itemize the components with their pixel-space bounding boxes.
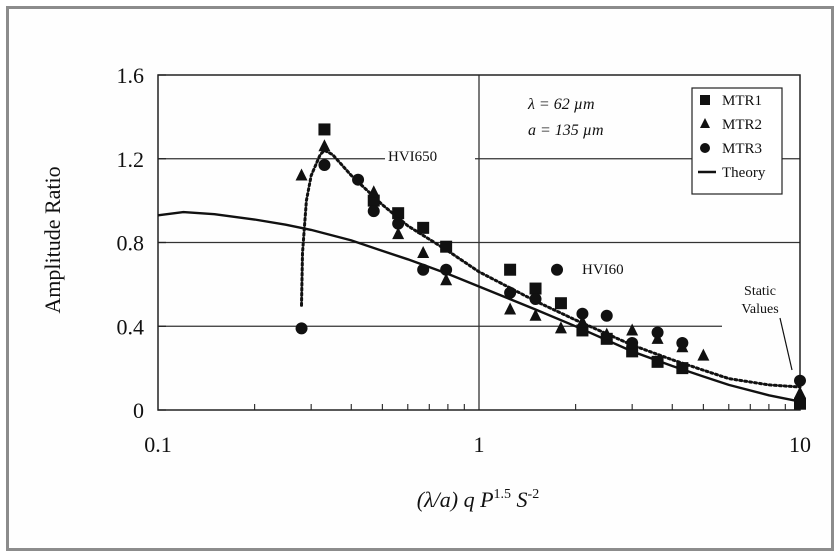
mtr2-point <box>392 227 405 240</box>
y-tick-label: 1.2 <box>117 147 145 172</box>
mtr3-point <box>352 173 365 186</box>
y-tick-label: 0 <box>133 398 144 423</box>
y-axis-label: Amplitude Ratio <box>40 166 65 313</box>
mtr3-point <box>600 309 613 322</box>
y-tick-label: 0.8 <box>117 231 145 256</box>
mtr3-point <box>417 263 430 276</box>
legend-marker-mtr2 <box>700 118 710 128</box>
mtr2-point <box>529 308 542 321</box>
mtr2-point <box>440 273 453 286</box>
y-tick-label: 1.6 <box>117 63 145 88</box>
reference-label-hvi650: HVI650 <box>388 149 437 165</box>
mtr2-point <box>367 185 380 198</box>
legend-marker-mtr3 <box>700 143 710 153</box>
data-points <box>295 123 806 410</box>
fit-curve-dotted <box>300 148 802 389</box>
mtr3-point <box>676 337 689 349</box>
param-a: a = 135 µm <box>528 122 604 139</box>
mtr2-point <box>576 315 589 328</box>
legend-label-mtr1: MTR1 <box>722 93 762 109</box>
param-lambda: λ = 62 µm <box>527 96 595 113</box>
mtr1-point <box>676 362 689 375</box>
y-tick-label: 0.4 <box>117 314 145 339</box>
annotation-static-values-pointer <box>779 317 793 371</box>
mtr1-point <box>794 397 806 410</box>
mtr2-point <box>295 168 308 181</box>
legend-marker-mtr1 <box>700 95 710 105</box>
mtr1-point <box>392 207 405 220</box>
mtr2-point <box>697 348 710 361</box>
legend-label-mtr3: MTR3 <box>722 141 762 157</box>
mtr2-point <box>554 321 567 334</box>
legend-label-theory: Theory <box>722 165 766 181</box>
mtr1-point <box>651 355 664 368</box>
mtr1-point <box>626 345 639 358</box>
mtr1-point <box>504 263 517 276</box>
mtr1-point <box>529 282 542 295</box>
mtr1-point <box>367 194 380 207</box>
mtr3-point <box>392 217 405 230</box>
mtr3-point <box>576 307 589 320</box>
mtr1-point <box>576 324 589 337</box>
legend-label-mtr2: MTR2 <box>722 117 762 133</box>
axis-ticks: 0 0.4 0.8 1.2 1.6 0.1 1 10 <box>117 63 812 457</box>
annotation-static-values: Static Values <box>741 284 778 317</box>
mtr3-point <box>504 286 517 299</box>
mtr2-point <box>600 327 613 340</box>
x-axis-label: (λ/a) q P1.5 S-2 <box>417 487 539 512</box>
mtr3-point <box>440 263 453 276</box>
mtr3-point <box>318 159 331 172</box>
mtr3-point <box>551 263 564 276</box>
mtr3-point <box>651 326 664 339</box>
mtr3-point <box>367 205 380 218</box>
mtr3-point <box>794 374 806 387</box>
mtr2-point <box>794 386 806 399</box>
mtr1-point <box>417 221 430 234</box>
x-tick-label: 10 <box>789 432 811 457</box>
mtr1-point <box>554 297 567 310</box>
mtr3-point <box>295 322 308 335</box>
legend: MTR1 MTR2 MTR3 Theory <box>691 87 783 195</box>
legend-box <box>691 87 783 195</box>
mtr3-point <box>626 337 639 349</box>
reference-label-hvi60: HVI60 <box>582 262 624 278</box>
mtr1-point <box>440 240 453 253</box>
mtr3-point <box>529 293 542 306</box>
x-tick-label: 0.1 <box>144 432 172 457</box>
mtr1-point <box>318 123 331 136</box>
mtr2-point <box>318 139 331 152</box>
mtr2-point <box>504 302 517 315</box>
mtr2-point <box>626 323 639 336</box>
x-tick-label: 1 <box>474 432 485 457</box>
mtr2-point <box>417 245 430 258</box>
